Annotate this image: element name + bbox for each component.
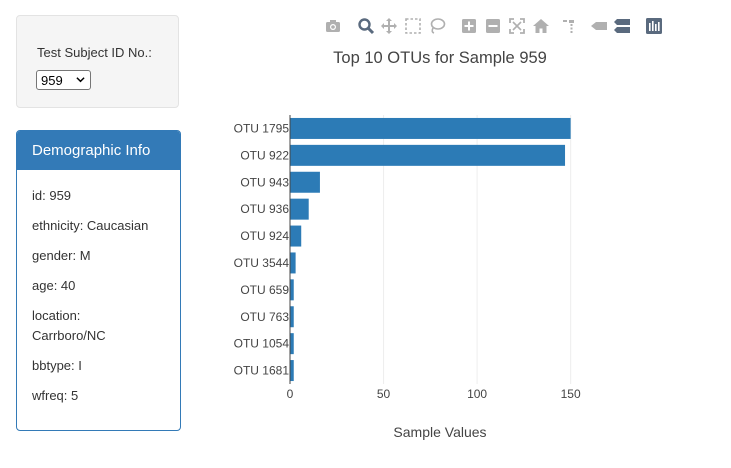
camera-icon[interactable]	[324, 17, 342, 35]
y-tick-label: OTU 922	[240, 148, 289, 162]
bar	[290, 252, 296, 274]
bar	[290, 333, 294, 355]
zoom-icon[interactable]	[357, 17, 375, 35]
hover-closest-icon[interactable]	[590, 17, 608, 35]
demographic-info-text: gender: M	[32, 248, 91, 263]
y-tick-label: OTU 943	[240, 175, 289, 189]
demographic-info-item: wfreq: 5	[32, 386, 78, 406]
bar	[290, 360, 294, 382]
pan-icon[interactable]	[380, 17, 398, 35]
chart-title: Top 10 OTUs for Sample 959	[333, 49, 547, 67]
y-tick-label: OTU 3544	[234, 256, 290, 270]
demographic-info-text: location:	[32, 308, 81, 323]
demographic-info-title: Demographic Info	[32, 142, 151, 159]
y-tick-label: OTU 1795	[234, 121, 290, 135]
bar	[290, 144, 566, 166]
bar	[290, 279, 294, 301]
hover-compare-icon[interactable]	[613, 17, 631, 35]
demographic-info-text: Carrboro/NC	[32, 328, 106, 343]
demographic-info-text: wfreq: 5	[32, 388, 79, 403]
lasso-icon[interactable]	[428, 17, 446, 35]
x-tick-label: 150	[561, 387, 581, 401]
x-tick-label: 50	[377, 387, 391, 401]
subject-id-select[interactable]: 959	[36, 70, 91, 90]
x-axis-label: Sample Values	[393, 424, 487, 440]
demographic-info-panel: Demographic Info id: 959 ethnicity: Cauca…	[16, 130, 181, 431]
demographic-info-item: location: Carrboro/NC	[32, 306, 106, 346]
chevron-down-icon	[76, 77, 85, 83]
zoom-out-icon[interactable]	[484, 17, 502, 35]
x-tick-label: 0	[287, 387, 294, 401]
plotly-logo-icon[interactable]	[645, 17, 663, 35]
subject-selector-well: Test Subject ID No.: 959	[16, 15, 179, 108]
bar	[290, 306, 294, 328]
bar	[290, 198, 309, 220]
bar	[290, 117, 571, 139]
subject-id-label: Test Subject ID No.:	[37, 45, 152, 60]
reset-axes-icon[interactable]	[532, 17, 550, 35]
demographic-info-text: age: 40	[32, 278, 76, 293]
demographic-info-text: bbtype: I	[32, 358, 82, 373]
y-tick-label: OTU 936	[240, 202, 289, 216]
demographic-info-item: id: 959	[32, 186, 71, 206]
bar	[290, 225, 302, 247]
autoscale-icon[interactable]	[508, 17, 526, 35]
subject-id-select-value: 959	[41, 73, 63, 88]
demographic-info-item: gender: M	[32, 246, 91, 266]
demographic-info-heading: Demographic Info	[17, 131, 180, 170]
demographic-info-item: bbtype: I	[32, 356, 82, 376]
bar	[290, 171, 320, 193]
y-tick-label: OTU 1681	[234, 364, 290, 378]
box-select-icon[interactable]	[404, 17, 422, 35]
demographic-info-item: age: 40	[32, 276, 75, 296]
x-tick-label: 100	[467, 387, 487, 401]
demographic-info-text: ethnicity: Caucasian	[32, 218, 149, 233]
zoom-in-icon[interactable]	[460, 17, 478, 35]
demographic-info-item: ethnicity: Caucasian	[32, 216, 148, 236]
y-tick-label: OTU 659	[240, 283, 289, 297]
y-tick-label: OTU 924	[240, 229, 289, 243]
spike-lines-icon[interactable]	[560, 17, 578, 35]
y-tick-label: OTU 763	[240, 310, 289, 324]
demographic-info-text: id: 959	[32, 188, 72, 203]
y-tick-label: OTU 1054	[234, 337, 290, 351]
